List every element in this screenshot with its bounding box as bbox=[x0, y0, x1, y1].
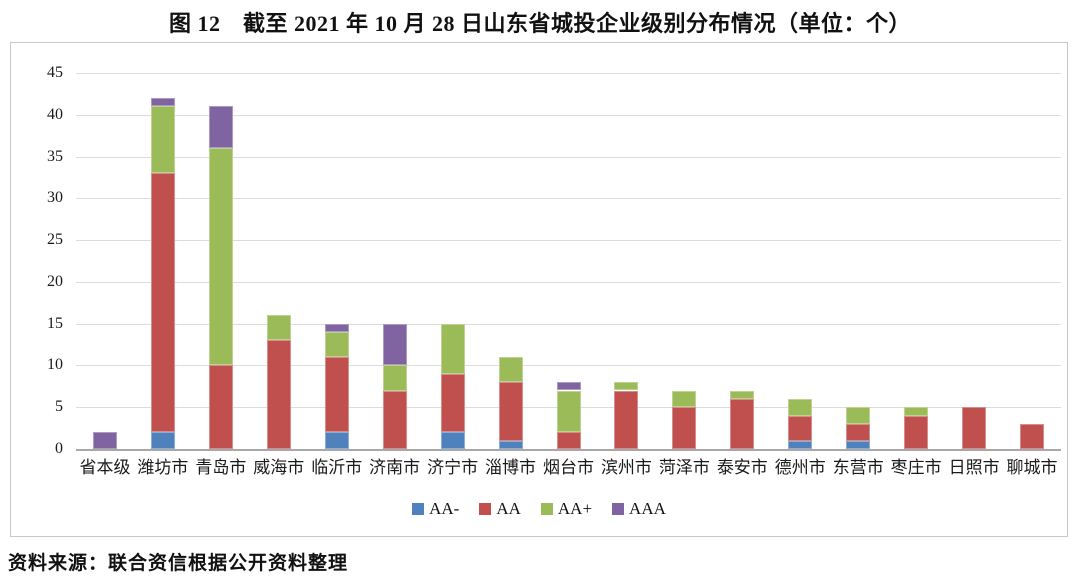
bar-segment-aa+ bbox=[672, 390, 697, 408]
bar-segment-aa bbox=[266, 340, 291, 449]
x-axis-category-label: 滨州市 bbox=[600, 458, 652, 477]
bar-segment-aa bbox=[730, 398, 755, 449]
x-axis-category-label: 省本级 bbox=[79, 458, 131, 477]
gridline bbox=[76, 240, 1061, 242]
legend-swatch-icon bbox=[412, 503, 425, 515]
bar-segment-aa- bbox=[150, 432, 175, 449]
bar-segment-aa bbox=[556, 432, 581, 449]
bar-segment-aa- bbox=[498, 440, 523, 449]
bar-segment-aa+ bbox=[440, 323, 465, 374]
x-axis-category-label: 济南市 bbox=[369, 458, 421, 477]
x-axis-category-label: 烟台市 bbox=[542, 458, 594, 477]
bar-segment-aa+ bbox=[382, 365, 407, 391]
figure-title: 图 12 截至 2021 年 10 月 28 日山东省城投企业级别分布情况（单位… bbox=[168, 11, 911, 36]
legend-item-aa-: AA- bbox=[412, 499, 459, 519]
source-note: 资料来源：联合资信根据公开资料整理 bbox=[8, 553, 349, 574]
bar-segment-aa bbox=[498, 382, 523, 441]
bar-segment-aa- bbox=[324, 432, 349, 449]
bar-segment-aa bbox=[440, 373, 465, 433]
bar-segment-aaa bbox=[150, 98, 175, 107]
y-axis-tick-label: 15 bbox=[47, 314, 63, 332]
y-axis-tick-label: 5 bbox=[55, 398, 63, 416]
legend-label: AA- bbox=[429, 499, 460, 518]
y-axis-tick-label: 40 bbox=[47, 105, 63, 123]
gridline bbox=[76, 198, 1061, 200]
legend-label: AA+ bbox=[557, 499, 593, 518]
legend-item-aaa: AAA bbox=[612, 499, 666, 519]
bar-segment-aaa bbox=[382, 323, 407, 366]
chart-legend: AA- AA AA+ AAA bbox=[11, 499, 1067, 519]
y-axis-tick-label: 0 bbox=[55, 440, 63, 457]
bar-segment-aa- bbox=[440, 432, 465, 449]
gridline bbox=[76, 281, 1061, 283]
bar-segment-aaa bbox=[556, 382, 581, 391]
bar-segment-aaa bbox=[324, 323, 349, 332]
bar-segment-aa+ bbox=[614, 382, 639, 391]
x-axis-category-label: 临沂市 bbox=[311, 458, 363, 477]
bar-segment-aa bbox=[962, 407, 987, 449]
legend-swatch-icon bbox=[479, 503, 492, 515]
bar-segment-aa+ bbox=[788, 398, 813, 416]
bar-segment-aa bbox=[788, 415, 813, 441]
x-axis-category-label: 枣庄市 bbox=[890, 458, 942, 477]
bar-segment-aa bbox=[846, 423, 871, 441]
plot-area bbox=[76, 73, 1061, 451]
gridline bbox=[76, 156, 1061, 158]
y-axis-tick-label: 45 bbox=[47, 64, 63, 81]
gridline bbox=[76, 365, 1061, 367]
bar-segment-aa+ bbox=[846, 407, 871, 424]
x-axis-category-label: 菏泽市 bbox=[658, 458, 710, 477]
bar-segment-aaa bbox=[92, 432, 117, 449]
bar-segment-aa+ bbox=[498, 357, 523, 383]
bar-segment-aa bbox=[672, 407, 697, 449]
y-axis-tick-label: 20 bbox=[47, 272, 63, 290]
x-axis-line bbox=[76, 449, 1061, 451]
x-axis-category-label: 泰安市 bbox=[716, 458, 768, 477]
bar-segment-aa bbox=[208, 365, 233, 449]
x-axis-labels: 省本级 潍坊市 青岛市 威海市 临沂市 济南市 济宁市 淄博市 烟台市 滨州市 菏泽市 泰安市 德州市东… bbox=[76, 455, 1061, 481]
bar-segment-aa bbox=[150, 173, 175, 433]
bar-segment-aa+ bbox=[266, 315, 291, 341]
bar-segment-aa bbox=[904, 415, 929, 449]
y-axis-tick-label: 30 bbox=[47, 189, 63, 207]
x-axis-category-label: 济宁市 bbox=[427, 458, 479, 477]
y-axis-tick-label: 25 bbox=[47, 231, 63, 249]
legend-label: AAA bbox=[629, 499, 666, 518]
legend-swatch-icon bbox=[540, 503, 553, 515]
legend-item-aa: AA bbox=[479, 499, 521, 519]
bar-segment-aa+ bbox=[556, 390, 581, 433]
x-axis-category-label: 威海市 bbox=[253, 458, 305, 477]
legend-swatch-icon bbox=[612, 503, 625, 515]
bar-segment-aa+ bbox=[208, 148, 233, 366]
x-axis-category-label: 德州市 bbox=[774, 458, 826, 477]
bar-segment-aa bbox=[1020, 423, 1045, 449]
legend-item-aa+: AA+ bbox=[540, 499, 593, 519]
x-axis-category-label: 日照市 bbox=[948, 458, 1000, 477]
bar-segment-aa+ bbox=[324, 332, 349, 358]
legend-label: AA bbox=[496, 499, 521, 518]
bar-segment-aa+ bbox=[150, 106, 175, 174]
bar-segment-aa+ bbox=[904, 407, 929, 416]
x-axis-category-label: 聊城市 bbox=[1006, 458, 1058, 477]
x-axis-category-label: 青岛市 bbox=[195, 458, 247, 477]
y-axis-tick-label: 35 bbox=[47, 147, 63, 165]
bar-segment-aa- bbox=[788, 440, 813, 449]
bar-segment-aaa bbox=[208, 106, 233, 149]
x-axis-category-label: 潍坊市 bbox=[137, 458, 189, 477]
bar-segment-aa bbox=[382, 390, 407, 449]
gridline bbox=[76, 114, 1061, 116]
gridline bbox=[76, 73, 1061, 74]
chart-container: 省本级 潍坊市 青岛市 威海市 临沂市 济南市 济宁市 淄博市 烟台市 滨州市 菏泽市 泰安市 德州市东… bbox=[10, 42, 1068, 537]
y-axis-tick-label: 10 bbox=[47, 356, 63, 374]
bar-segment-aa+ bbox=[730, 390, 755, 399]
bar-segment-aa bbox=[614, 390, 639, 449]
bar-segment-aa- bbox=[846, 440, 871, 449]
x-axis-category-label: 淄博市 bbox=[485, 458, 537, 477]
x-axis-category-label: 东营市 bbox=[832, 458, 884, 477]
bar-segment-aa bbox=[324, 357, 349, 433]
gridline bbox=[76, 323, 1061, 325]
